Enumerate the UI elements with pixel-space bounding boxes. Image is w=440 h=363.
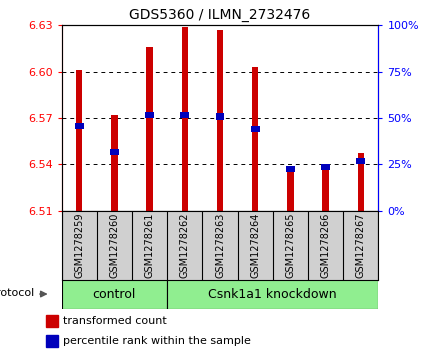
Text: GSM1278261: GSM1278261: [145, 212, 154, 278]
Text: GSM1278264: GSM1278264: [250, 212, 260, 278]
Text: GSM1278259: GSM1278259: [74, 212, 84, 278]
Text: GSM1278262: GSM1278262: [180, 212, 190, 278]
Bar: [356, 158, 365, 164]
Bar: [252, 67, 258, 211]
Bar: [180, 112, 189, 118]
Text: Csnk1a1 knockdown: Csnk1a1 knockdown: [209, 287, 337, 301]
Text: GSM1278267: GSM1278267: [356, 212, 366, 278]
Bar: [46, 335, 58, 347]
Bar: [111, 115, 117, 211]
Bar: [358, 154, 364, 211]
Title: GDS5360 / ILMN_2732476: GDS5360 / ILMN_2732476: [129, 8, 311, 22]
Bar: [182, 27, 188, 211]
Text: transformed count: transformed count: [63, 316, 167, 326]
Bar: [76, 70, 82, 211]
Bar: [286, 166, 295, 172]
Bar: [145, 112, 154, 118]
Bar: [75, 123, 84, 129]
Bar: [216, 113, 224, 119]
Text: control: control: [93, 287, 136, 301]
Bar: [287, 167, 293, 211]
Bar: [217, 30, 223, 211]
Text: percentile rank within the sample: percentile rank within the sample: [63, 336, 251, 346]
Text: GSM1278263: GSM1278263: [215, 212, 225, 278]
Bar: [251, 126, 260, 132]
Bar: [321, 164, 330, 171]
Bar: [62, 280, 167, 309]
Bar: [167, 280, 378, 309]
Bar: [110, 149, 119, 155]
Text: GSM1278265: GSM1278265: [286, 212, 295, 278]
Text: protocol: protocol: [0, 287, 34, 298]
Bar: [46, 315, 58, 327]
Bar: [147, 47, 153, 211]
Bar: [323, 169, 329, 211]
Text: GSM1278260: GSM1278260: [110, 212, 119, 278]
Text: GSM1278266: GSM1278266: [321, 212, 330, 278]
